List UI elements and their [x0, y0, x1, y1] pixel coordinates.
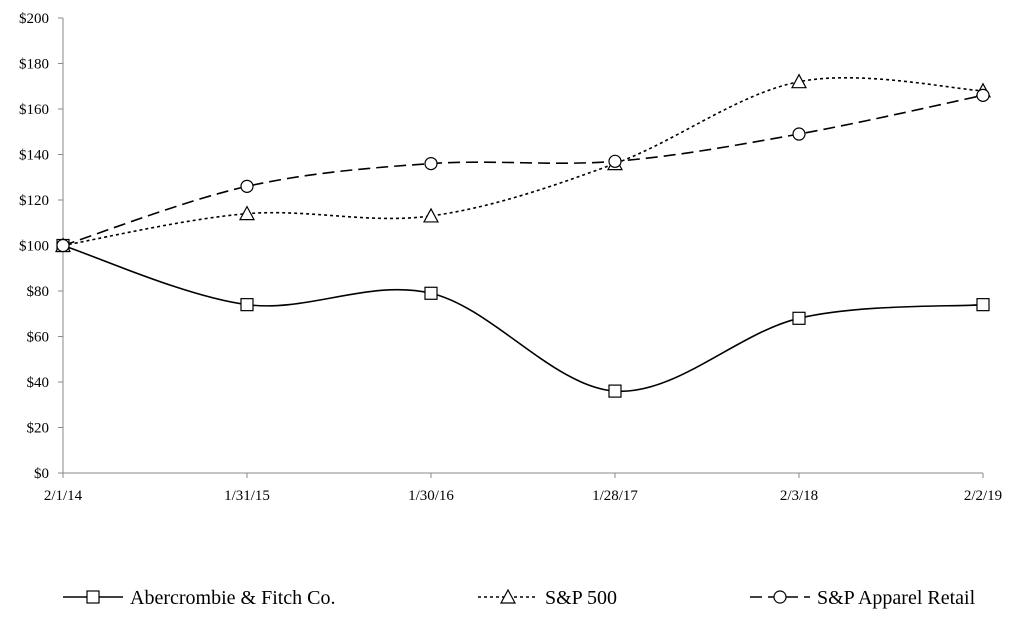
data-point-square: [976, 298, 990, 312]
series-line: [62, 76, 984, 247]
legend-marker-triangle: [499, 588, 517, 604]
data-point-square: [792, 311, 806, 325]
legend-item: Abercrombie & Fitch Co.: [63, 587, 336, 609]
legend-label: S&P 500: [545, 587, 617, 609]
y-tick-label: $120: [19, 193, 49, 209]
y-tick-label: $160: [19, 102, 49, 118]
y-tick-label: $40: [27, 375, 50, 391]
x-tick-label: 1/28/17: [592, 488, 638, 504]
chart-axes: [62, 18, 983, 474]
data-point-triangle: [422, 207, 440, 223]
series-square: [56, 238, 990, 398]
data-point-circle: [240, 179, 254, 193]
y-tick-label: $60: [27, 330, 50, 346]
y-tick-label: $200: [19, 11, 49, 27]
legend-label: Abercrombie & Fitch Co.: [130, 587, 336, 609]
chart-legend: Abercrombie & Fitch Co. S&P 500 S&P Appare…: [63, 587, 976, 609]
x-tick-label: 1/30/16: [408, 488, 454, 504]
legend-item: S&P Apparel Retail: [750, 587, 976, 609]
data-point-circle: [792, 127, 806, 141]
data-point-triangle: [790, 73, 808, 89]
y-tick-label: $0: [34, 466, 49, 482]
x-tick-label: 1/31/15: [224, 488, 270, 504]
data-point-circle: [608, 154, 622, 168]
x-axis-ticks: 2/1/14 1/31/15 1/30/16 1/28/17 2/3/18 2/2/19: [44, 473, 1002, 504]
y-tick-label: $20: [27, 421, 50, 437]
y-axis-ticks: $0 $20 $40 $60 $80 $100 $120 $140 $160 $180 $200: [19, 11, 63, 482]
series-lines: [54, 73, 992, 398]
y-tick-label: $140: [19, 148, 49, 164]
x-tick-label: 2/1/14: [44, 488, 83, 504]
legend-marker-circle: [773, 590, 787, 604]
data-point-circle: [424, 157, 438, 171]
x-tick-label: 2/2/19: [964, 488, 1002, 504]
series-circle: [56, 88, 990, 253]
legend-item: S&P 500: [478, 587, 617, 609]
data-point-triangle: [238, 205, 256, 221]
legend-label: S&P Apparel Retail: [817, 587, 976, 609]
data-point-square: [240, 298, 254, 312]
data-point-circle: [56, 238, 70, 253]
series-line: [62, 244, 984, 392]
x-tick-label: 2/3/18: [780, 488, 818, 504]
data-point-square: [608, 384, 622, 398]
data-point-square: [424, 286, 438, 300]
legend-marker-square: [86, 590, 100, 604]
series-line: [62, 94, 984, 247]
y-tick-label: $180: [19, 57, 49, 73]
y-tick-label: $100: [19, 239, 49, 255]
data-point-circle: [976, 88, 990, 102]
y-tick-label: $80: [27, 284, 50, 300]
